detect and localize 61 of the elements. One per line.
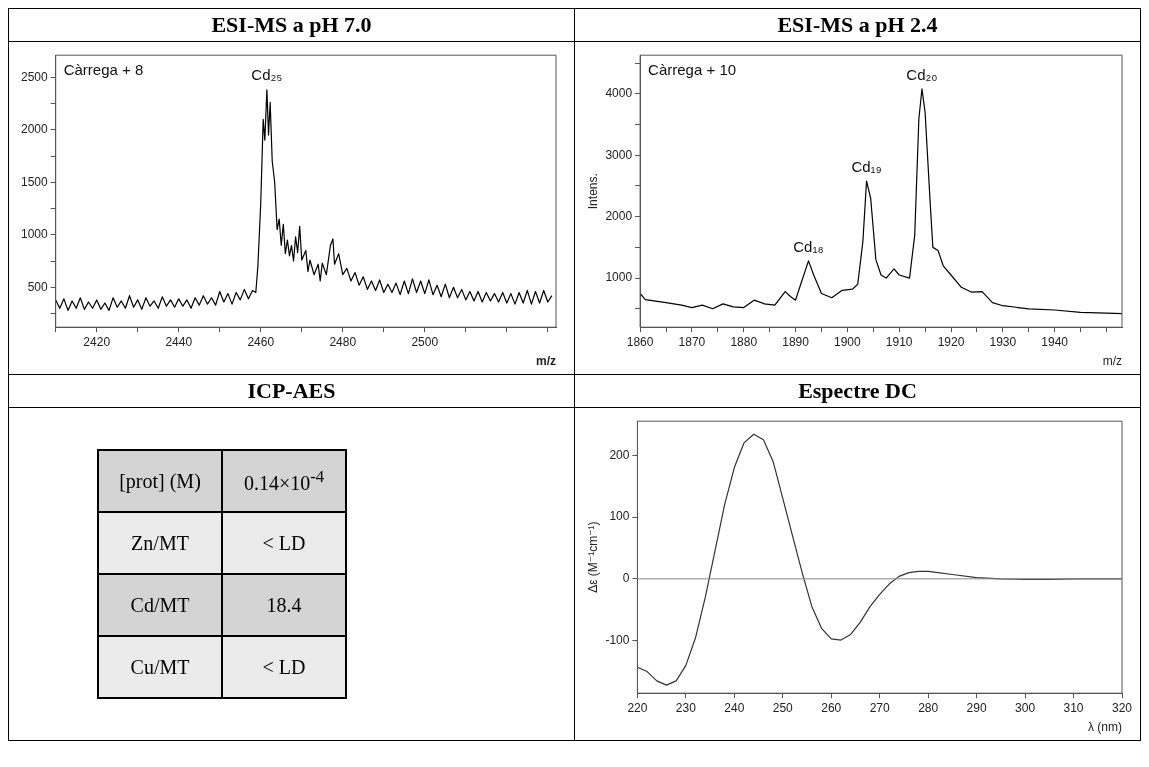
chart-title: ESI-MS a pH 2.4: [575, 9, 1140, 42]
text: Zn/MT: [98, 512, 222, 574]
y-tick-label: 0: [622, 571, 630, 586]
x-tick-label: 1880: [729, 334, 757, 349]
y-tick-label: 2000: [604, 208, 632, 223]
x-tick-label: 1860: [626, 334, 654, 349]
x-axis-title: λ (nm): [1087, 720, 1122, 735]
text: ICP-AES: [9, 375, 574, 408]
x-tick-label: 250: [772, 700, 793, 715]
x-tick-label: 260: [820, 700, 842, 715]
x-tick-label: 300: [1014, 700, 1035, 715]
annotation: Cd₂₀: [905, 65, 938, 83]
text: < LD: [222, 512, 346, 574]
x-tick-label: 2460: [246, 334, 274, 349]
annotation: Cd₁₈: [792, 237, 824, 255]
x-axis-title: m/z: [535, 354, 556, 369]
annotation: Cd₂₅: [250, 66, 282, 84]
x-tick-label: 2500: [410, 334, 438, 349]
x-tick-label: 320: [1111, 700, 1132, 715]
y-tick-label: 1000: [604, 270, 632, 285]
y-tick-label: 4000: [604, 86, 632, 101]
text: Cd/MT: [98, 574, 222, 636]
x-tick-label: 1870: [678, 334, 706, 349]
y-tick-label: 1000: [20, 227, 48, 242]
x-tick-label: 1900: [833, 334, 861, 349]
text: [prot] (M): [98, 450, 222, 512]
x-tick-label: 290: [966, 700, 987, 715]
x-tick-label: 2440: [164, 334, 192, 349]
text: Cu/MT: [98, 636, 222, 698]
x-axis-title: m/z: [1102, 354, 1122, 369]
x-tick-label: 310: [1063, 700, 1084, 715]
x-tick-label: 230: [675, 700, 696, 715]
x-tick-label: 1930: [988, 334, 1016, 349]
y-tick-label: 1500: [20, 174, 48, 189]
annotation: Càrrega + 10: [647, 60, 736, 78]
y-tick-label: 2000: [20, 122, 48, 137]
y-tick-label: 100: [608, 509, 630, 524]
chart-title: Espectre DC: [575, 375, 1140, 408]
x-tick-label: 1910: [885, 334, 913, 349]
text: 18.4: [222, 574, 346, 636]
x-tick-label: 2480: [328, 334, 356, 349]
annotation: Càrrega + 8: [63, 60, 143, 78]
x-tick-label: 1940: [1040, 334, 1068, 349]
x-tick-label: 1890: [781, 334, 809, 349]
y-axis-title: Δε (M⁻¹cm⁻¹): [585, 521, 600, 593]
y-tick-label: 3000: [604, 147, 632, 162]
x-tick-label: 270: [869, 700, 890, 715]
text: < LD: [222, 636, 346, 698]
text: 0.14×10$^{-4}$: [222, 450, 346, 512]
y-tick-label: -100: [604, 632, 630, 647]
x-tick-label: 1920: [937, 334, 965, 349]
x-tick-label: 2420: [82, 334, 110, 349]
y-tick-label: 500: [27, 279, 48, 294]
y-axis-title: Intens.: [585, 173, 600, 210]
y-tick-label: 200: [608, 447, 630, 462]
chart-title: ESI-MS a pH 7.0: [9, 9, 574, 42]
annotation: Cd₁₉: [850, 157, 882, 175]
y-tick-label: 2500: [20, 69, 48, 84]
x-tick-label: 240: [723, 700, 745, 715]
x-tick-label: 280: [917, 700, 938, 715]
x-tick-label: 220: [626, 700, 648, 715]
